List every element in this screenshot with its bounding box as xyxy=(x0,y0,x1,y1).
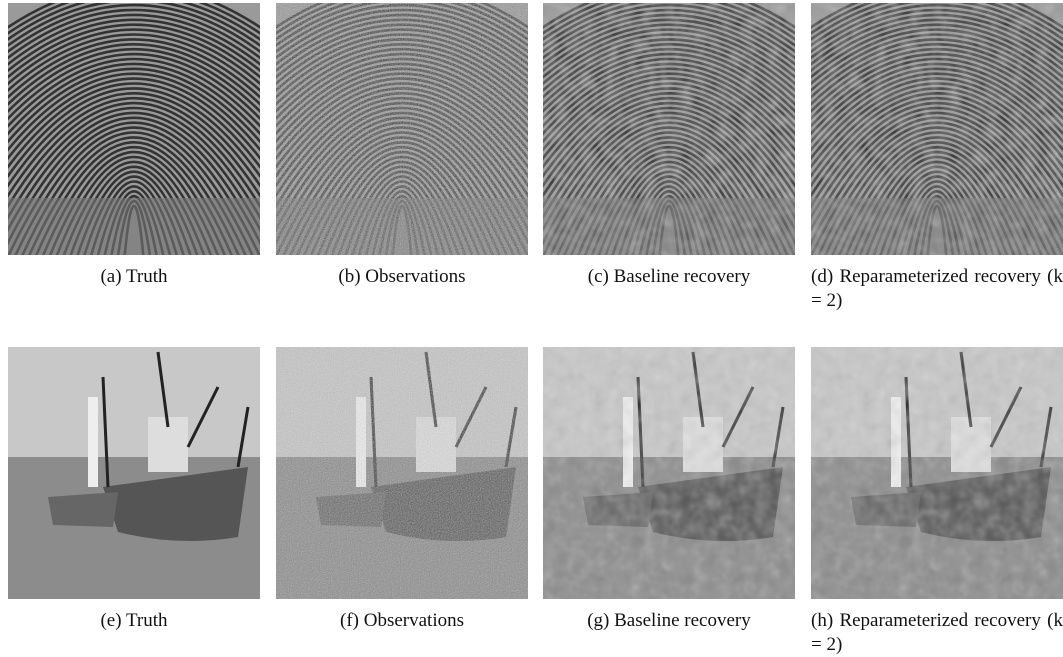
image xyxy=(811,3,1063,255)
image xyxy=(276,347,528,599)
caption: (g) Baseline recovery xyxy=(543,609,795,633)
caption: (d) Reparameterized recovery (k = 2) xyxy=(811,265,1063,313)
lighthouse xyxy=(356,397,366,487)
image xyxy=(8,347,260,599)
hull xyxy=(316,492,386,527)
image-content xyxy=(8,3,260,255)
image xyxy=(811,347,1063,599)
crease xyxy=(276,198,528,255)
caption: (a) Truth xyxy=(8,265,260,289)
image-content xyxy=(543,3,795,255)
hull xyxy=(583,492,653,527)
lighthouse xyxy=(88,397,98,487)
panel: (g) Baseline recovery xyxy=(543,347,795,633)
panel: (c) Baseline recovery xyxy=(543,3,795,289)
sky xyxy=(543,347,795,457)
lighthouse xyxy=(623,397,633,487)
image-content xyxy=(276,347,528,599)
panel: (f) Observations xyxy=(276,347,528,633)
figure-page: {"figure": {"panels": [ {"caption": "(a)… xyxy=(0,0,1063,657)
image-content xyxy=(811,347,1063,599)
caption: (c) Baseline recovery xyxy=(543,265,795,289)
panel: (h) Reparameterized recovery (k = 2) xyxy=(811,347,1063,657)
caption: (b) Observations xyxy=(276,265,528,289)
panel: (e) Truth xyxy=(8,347,260,633)
hull xyxy=(851,492,921,527)
image-content xyxy=(276,3,528,255)
hull xyxy=(48,492,118,527)
image xyxy=(276,3,528,255)
caption: (f) Observations xyxy=(276,609,528,633)
crease xyxy=(8,198,260,255)
panel: (a) Truth xyxy=(8,3,260,289)
crease xyxy=(811,198,1063,255)
caption: (e) Truth xyxy=(8,609,260,633)
panel: (d) Reparameterized recovery (k = 2) xyxy=(811,3,1063,313)
panel: (b) Observations xyxy=(276,3,528,289)
crease xyxy=(543,198,795,255)
image-content xyxy=(811,3,1063,255)
image xyxy=(8,3,260,255)
caption: (h) Reparameterized recovery (k = 2) xyxy=(811,609,1063,657)
sky xyxy=(276,347,528,457)
sky xyxy=(8,347,260,457)
image-content xyxy=(8,347,260,599)
image xyxy=(543,3,795,255)
image xyxy=(543,347,795,599)
sky xyxy=(811,347,1063,457)
image-content xyxy=(543,347,795,599)
lighthouse xyxy=(891,397,901,487)
